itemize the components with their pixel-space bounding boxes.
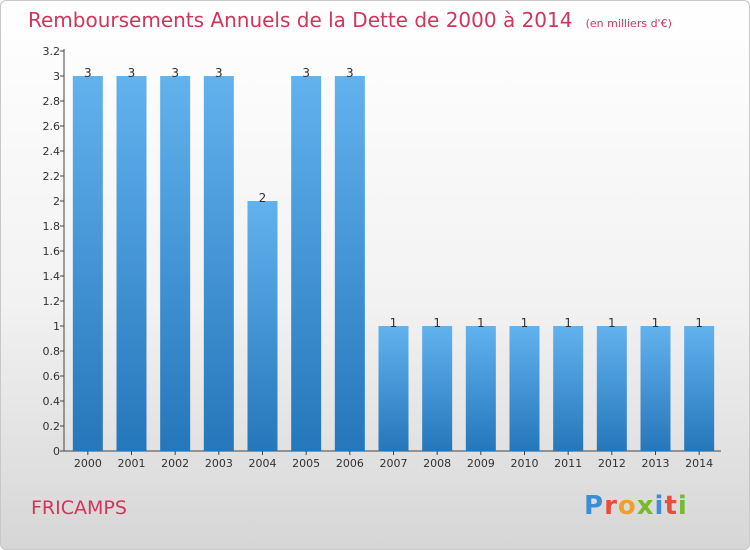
- y-tick-label: 2.6: [43, 120, 61, 133]
- y-tick-label: 0.2: [43, 420, 61, 433]
- data-label: 3: [128, 66, 136, 80]
- y-tick-label: 1.8: [43, 220, 61, 233]
- y-tick-label: 1.6: [43, 245, 61, 258]
- y-tick-label: 0: [53, 445, 60, 458]
- x-tick-label: 2000: [74, 457, 102, 470]
- bar: [684, 326, 715, 451]
- x-tick-label: 2008: [423, 457, 451, 470]
- x-tick-label: 2006: [336, 457, 364, 470]
- bar: [378, 326, 409, 451]
- x-tick-label: 2012: [598, 457, 626, 470]
- data-label: 3: [171, 66, 179, 80]
- data-label: 1: [564, 316, 572, 330]
- data-label: 2: [259, 191, 267, 205]
- x-tick-label: 2005: [292, 457, 320, 470]
- bar: [465, 326, 496, 451]
- y-tick-label: 2.8: [43, 95, 61, 108]
- y-tick-label: 0.6: [43, 370, 61, 383]
- y-tick-label: 2: [53, 195, 60, 208]
- data-label: 1: [695, 316, 703, 330]
- data-label: 3: [84, 66, 92, 80]
- x-tick-label: 2009: [467, 457, 495, 470]
- bar: [640, 326, 671, 451]
- data-label: 1: [608, 316, 616, 330]
- bar: [203, 76, 234, 451]
- bar: [509, 326, 540, 451]
- data-label: 1: [652, 316, 660, 330]
- y-tick-label: 2.4: [43, 145, 61, 158]
- x-tick-label: 2003: [205, 457, 233, 470]
- data-label: 1: [477, 316, 485, 330]
- y-tick-label: 1.2: [43, 295, 61, 308]
- x-tick-label: 2010: [511, 457, 539, 470]
- location-name: FRICAMPS: [31, 497, 127, 519]
- data-label: 1: [433, 316, 441, 330]
- y-tick-label: 1.4: [43, 270, 61, 283]
- y-tick-label: 0.8: [43, 345, 61, 358]
- x-tick-label: 2011: [554, 457, 582, 470]
- x-tick-label: 2001: [118, 457, 146, 470]
- x-tick-label: 2013: [642, 457, 670, 470]
- brand-logo: Proxiti: [584, 491, 688, 521]
- bar: [596, 326, 627, 451]
- bar: [422, 326, 453, 451]
- data-label: 1: [390, 316, 398, 330]
- bar: [116, 76, 147, 451]
- y-tick-label: 1: [53, 320, 60, 333]
- data-label: 3: [302, 66, 310, 80]
- chart-subtitle: (en milliers d'€): [585, 17, 672, 30]
- y-tick-label: 2.2: [43, 170, 61, 183]
- bar: [247, 201, 278, 451]
- data-label: 3: [346, 66, 354, 80]
- bar: [553, 326, 584, 451]
- bar: [160, 76, 191, 451]
- title-row: Remboursements Annuels de la Dette de 20…: [28, 8, 672, 32]
- bar: [334, 76, 365, 451]
- bar: [291, 76, 322, 451]
- x-tick-label: 2002: [161, 457, 189, 470]
- x-tick-label: 2014: [685, 457, 713, 470]
- y-tick-label: 3.2: [43, 45, 61, 58]
- x-tick-label: 2004: [249, 457, 277, 470]
- bar: [72, 76, 103, 451]
- chart-title: Remboursements Annuels de la Dette de 20…: [28, 8, 573, 32]
- y-tick-label: 3: [53, 70, 60, 83]
- x-tick-label: 2007: [380, 457, 408, 470]
- y-tick-label: 0.4: [43, 395, 61, 408]
- data-label: 3: [215, 66, 223, 80]
- data-label: 1: [521, 316, 529, 330]
